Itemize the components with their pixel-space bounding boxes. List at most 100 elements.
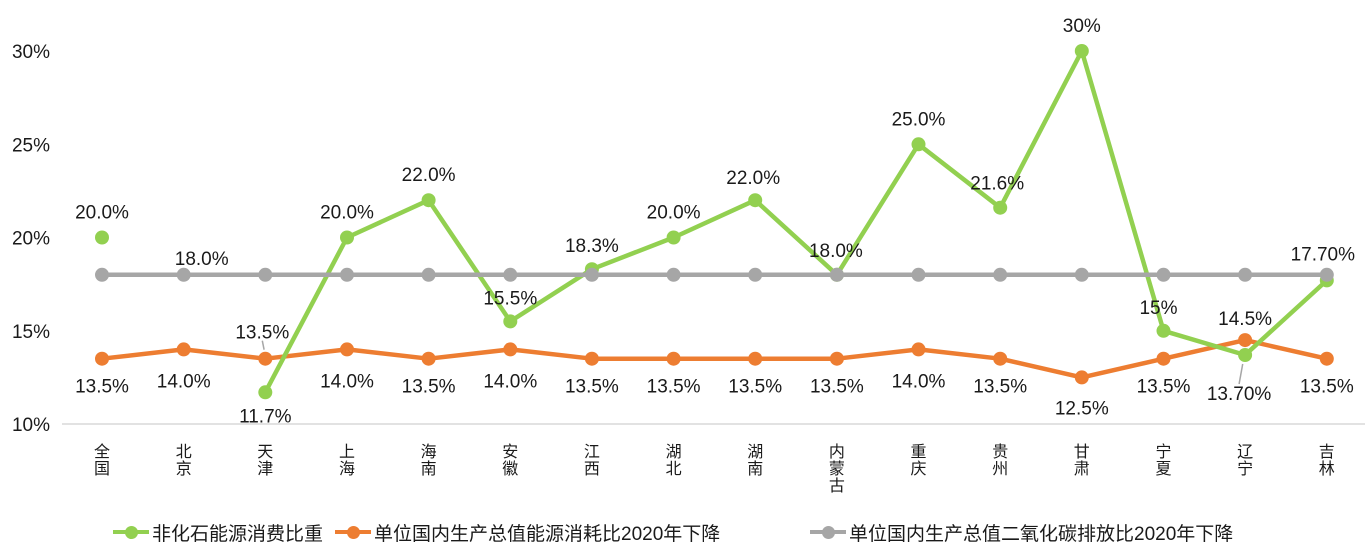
energy-intensity-decline-vs-2020-point — [829, 351, 844, 366]
green-line-dot-marker-icon — [113, 525, 149, 540]
non-fossil-energy-share-data-label: 20.0% — [320, 203, 374, 224]
energy-intensity-decline-vs-2020-data-label: 13.5% — [565, 377, 619, 398]
energy-intensity-decline-vs-2020-point — [176, 342, 191, 357]
y-axis-tick: 15% — [12, 322, 50, 343]
energy-intensity-decline-vs-2020-point — [421, 351, 436, 366]
co2-intensity-decline-vs-2020-point — [1319, 267, 1334, 282]
energy-intensity-decline-vs-2020-data-label: 13.5% — [75, 377, 129, 398]
energy-intensity-decline-vs-2020-data-label: 13.5% — [1300, 377, 1354, 398]
energy-intensity-decline-vs-2020-point — [1156, 351, 1171, 366]
non-fossil-energy-share-data-label: 17.70% — [1291, 244, 1356, 265]
non-fossil-energy-share-point — [95, 230, 109, 245]
y-axis-tick: 20% — [12, 229, 50, 250]
non-fossil-energy-share-data-label: 15.5% — [483, 288, 537, 309]
legend-label-co2-intensity-decline: 单位国内生产总值二氧化碳排放比2020年下降 — [849, 523, 1234, 545]
energy-intensity-decline-vs-2020-line — [99, 337, 1330, 380]
non-fossil-energy-share-data-label: 15% — [1139, 298, 1177, 319]
energy-intensity-decline-vs-2020-data-label: 14.0% — [320, 371, 374, 392]
energy-intensity-decline-vs-2020-data-label: 13.5% — [728, 377, 782, 398]
energy-intensity-decline-vs-2020-point — [584, 351, 599, 366]
legend-label-energy-intensity-decline: 单位国内生产总值能源消耗比2020年下降 — [374, 523, 721, 545]
non-fossil-energy-share-point — [911, 137, 926, 152]
y-axis-tick: 30% — [12, 42, 50, 63]
x-axis-label: 甘肃 — [1074, 443, 1090, 478]
legend-item-co2-intensity-decline: 单位国内生产总值二氧化碳排放比2020年下降 — [810, 520, 1234, 545]
co2-intensity-decline-vs-2020-point — [1074, 267, 1089, 282]
energy-intensity-decline-vs-2020-data-label: 14.0% — [157, 371, 211, 392]
energy-intensity-decline-vs-2020-point — [1074, 370, 1089, 385]
non-fossil-energy-share-data-label: 30% — [1063, 16, 1101, 37]
non-fossil-energy-share-point — [1238, 348, 1253, 362]
chart-legend: 非化石能源消费比重 单位国内生产总值能源消耗比2020年下降 单位国内生产总值二… — [0, 520, 1365, 548]
x-axis-label: 贵州 — [992, 443, 1008, 478]
x-axis-label: 重庆 — [910, 443, 926, 478]
x-axis-label: 海南 — [421, 443, 437, 478]
non-fossil-energy-share-data-label: 13.70% — [1207, 384, 1272, 405]
x-axis-label: 江西 — [584, 443, 600, 478]
non-fossil-energy-share-point — [666, 230, 681, 245]
co2-intensity-decline-vs-2020-point — [911, 267, 926, 282]
non-fossil-energy-share-point — [421, 193, 436, 208]
energy-intensity-decline-vs-2020-point — [666, 351, 681, 366]
y-axis-tick: 25% — [12, 135, 50, 156]
non-fossil-energy-share-line — [263, 48, 1330, 395]
co2-intensity-decline-vs-2020-point — [176, 267, 191, 282]
label-leader-line — [261, 340, 265, 350]
legend-item-non-fossil-energy-share: 非化石能源消费比重 — [113, 520, 324, 545]
x-axis-label: 湖南 — [747, 443, 763, 478]
energy-intensity-decline-vs-2020-data-label: 14.5% — [1218, 309, 1272, 330]
non-fossil-energy-share-data-label: 18.0% — [809, 241, 863, 262]
co2-intensity-decline-vs-2020-point — [829, 267, 844, 282]
non-fossil-energy-share-point — [1074, 44, 1089, 58]
non-fossil-energy-share-data-label: 20.0% — [647, 203, 701, 224]
non-fossil-energy-share-point — [258, 385, 273, 400]
energy-intensity-decline-vs-2020-data-label: 13.5% — [810, 377, 864, 398]
energy-intensity-decline-vs-2020-point — [993, 351, 1008, 366]
non-fossil-energy-share-point — [993, 200, 1008, 215]
non-fossil-energy-share-data-label: 18.3% — [565, 236, 619, 257]
x-axis-label: 北京 — [176, 443, 192, 478]
energy-intensity-decline-vs-2020-data-label: 14.0% — [483, 371, 537, 392]
legend-label-non-fossil-energy-share: 非化石能源消费比重 — [152, 523, 324, 545]
energy-intensity-decline-vs-2020-data-label: 13.5% — [402, 377, 456, 398]
co2-intensity-decline-vs-2020-point — [421, 267, 436, 282]
non-fossil-energy-share-data-label: 21.6% — [970, 174, 1024, 195]
energy-intensity-decline-vs-2020-point — [503, 342, 518, 357]
y-axis-tick: 10% — [12, 415, 50, 436]
label-leader-line — [1238, 363, 1244, 385]
energy-intensity-decline-vs-2020-data-label: 13.5% — [1137, 377, 1191, 398]
energy-intensity-decline-vs-2020-point — [95, 351, 109, 366]
co2-intensity-decline-vs-2020-point — [993, 267, 1008, 282]
co2-intensity-decline-vs-2020-point — [340, 267, 354, 282]
x-axis-label: 辽宁 — [1237, 443, 1253, 478]
co2-intensity-decline-vs-2020-point — [584, 267, 599, 282]
energy-intensity-decline-vs-2020-point — [1319, 351, 1334, 366]
co2-intensity-decline-vs-2020-point — [1156, 267, 1171, 282]
energy-intensity-decline-vs-2020-point — [340, 342, 354, 357]
non-fossil-energy-share-point — [1156, 323, 1171, 338]
energy-intensity-decline-vs-2020-data-label: 12.5% — [1055, 398, 1109, 419]
x-axis-label: 内蒙古 — [829, 443, 845, 495]
co2-intensity-decline-vs-2020-point — [748, 267, 763, 282]
energy-intensity-decline-vs-2020-data-label: 13.5% — [973, 377, 1027, 398]
non-fossil-energy-share-point — [748, 193, 763, 208]
co2-intensity-decline-vs-2020-point — [258, 267, 273, 282]
gray-line-dot-marker-icon — [810, 525, 846, 540]
non-fossil-energy-share-point — [503, 314, 518, 329]
energy-intensity-decline-vs-2020-point — [748, 351, 763, 366]
co2-intensity-decline-vs-2020-point — [95, 267, 109, 282]
co2-intensity-decline-vs-2020-point — [666, 267, 681, 282]
energy-intensity-decline-vs-2020-point — [911, 342, 926, 357]
energy-intensity-decline-vs-2020-data-label: 14.0% — [892, 371, 946, 392]
energy-intensity-decline-vs-2020-point — [258, 351, 273, 366]
non-fossil-energy-share-point — [340, 230, 354, 245]
x-axis-label: 宁夏 — [1155, 443, 1171, 478]
orange-line-dot-marker-icon — [335, 525, 371, 540]
x-axis-label: 吉林 — [1319, 443, 1335, 478]
x-axis-label: 天津 — [257, 444, 273, 478]
energy-intensity-decline-vs-2020-data-label: 13.5% — [647, 377, 701, 398]
x-axis-label: 全国 — [94, 443, 110, 478]
co2-intensity-decline-vs-2020-point — [1238, 267, 1253, 282]
